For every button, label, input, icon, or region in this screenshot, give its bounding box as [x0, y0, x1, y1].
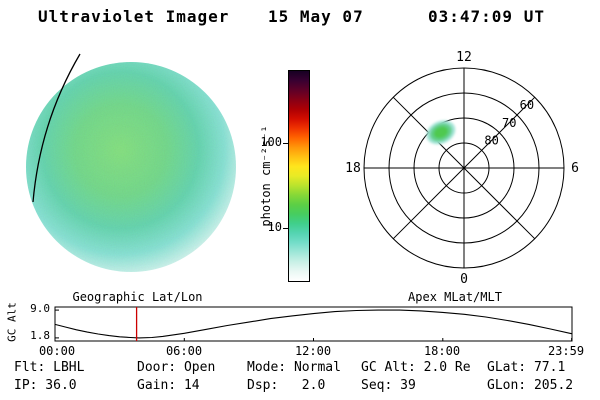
orbit-ytick-1.8: 1.8	[30, 329, 50, 342]
colorbar-tick-10: 10	[267, 220, 282, 234]
mlat-label-60: 60	[520, 98, 534, 112]
polar-caption: Apex MLat/MLT	[408, 290, 502, 304]
status-flt: Flt: LBHL	[14, 360, 85, 375]
mlat-label-70: 70	[502, 116, 516, 130]
orbit-xtick-0000: 00:00	[38, 344, 76, 358]
orbit-plot-frame	[54, 306, 573, 342]
mlt-label-6: 6	[571, 161, 579, 176]
status-gain: Gain: 14	[137, 378, 200, 393]
app-title: Ultraviolet Imager	[38, 7, 230, 26]
status-seq: Seq: 39	[361, 378, 416, 393]
status-gc-alt: GC Alt: 2.0 Re	[361, 360, 471, 375]
status-door: Door: Open	[137, 360, 216, 375]
orbit-xtick-1200: 12:00	[294, 344, 332, 358]
intensity-colorbar	[288, 70, 310, 282]
status-glon: GLon: 205.2	[487, 378, 574, 393]
disk-speckle-texture	[26, 62, 236, 272]
mlat-ring-50	[363, 67, 565, 269]
colorbar-tickmark	[283, 143, 288, 144]
orbit-xtick-2359: 23:59	[547, 344, 585, 358]
mlt-label-18: 18	[345, 161, 361, 176]
orbit-ytick-9: 9.0	[30, 302, 50, 315]
auroral-emission-patch	[426, 120, 456, 145]
uv-disk-image	[26, 53, 236, 272]
colorbar-tick-100: 100	[260, 135, 282, 149]
date-display: 15 May 07	[268, 7, 364, 26]
status-ip: IP: 36.0	[14, 378, 77, 393]
orbit-xtick-0600: 06:00	[165, 344, 203, 358]
terminator-line	[32, 53, 81, 203]
mlat-label-80: 80	[484, 133, 498, 147]
status-dsp: Dsp: 2.0	[247, 378, 326, 393]
mlt-label-12: 12	[456, 50, 472, 65]
disk-caption: Geographic Lat/Lon	[72, 290, 203, 304]
status-glat: GLat: 77.1	[487, 360, 566, 375]
time-display: 03:47:09 UT	[428, 7, 545, 26]
mlt-label-0: 0	[460, 272, 468, 287]
mlat-ring-70	[413, 117, 515, 219]
colorbar-tickmark	[283, 228, 288, 229]
mlat-ring-60	[388, 92, 540, 244]
status-mode: Mode: Normal	[247, 360, 341, 375]
orbit-altitude-curve	[54, 309, 572, 339]
orbit-altitude-plot	[54, 306, 573, 342]
orbit-xtick-1800: 18:00	[423, 344, 461, 358]
mlat-ring-80	[438, 142, 490, 194]
